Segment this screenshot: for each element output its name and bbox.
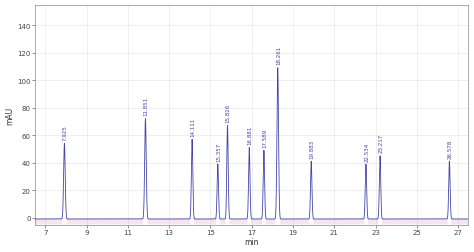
Text: 15.357: 15.357	[216, 142, 221, 161]
Text: 22.534: 22.534	[365, 142, 369, 161]
Text: 26.578: 26.578	[448, 139, 453, 158]
Text: 19.883: 19.883	[310, 139, 315, 158]
Text: 23.217: 23.217	[378, 134, 383, 153]
Text: 18.261: 18.261	[276, 46, 281, 65]
Text: 11.851: 11.851	[144, 97, 149, 116]
Text: 17.589: 17.589	[262, 128, 267, 147]
Y-axis label: mAU: mAU	[6, 106, 15, 124]
Text: 15.826: 15.826	[226, 103, 231, 123]
X-axis label: min: min	[245, 237, 259, 246]
Text: 16.881: 16.881	[247, 125, 253, 144]
Text: 7.925: 7.925	[63, 125, 68, 140]
Text: 14.111: 14.111	[191, 117, 195, 136]
